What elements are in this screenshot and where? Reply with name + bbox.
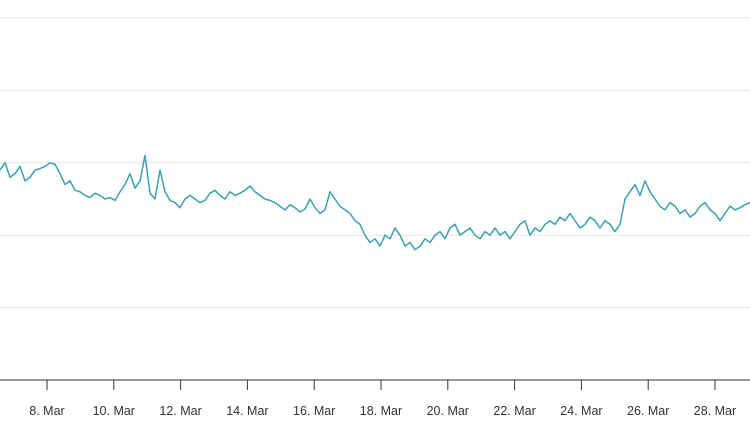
x-tick-label: 14. Mar <box>226 404 268 418</box>
gridlines <box>0 17 750 309</box>
series-layer <box>0 154 750 251</box>
x-tick-label: 10. Mar <box>93 404 135 418</box>
series-line-0 <box>0 154 750 251</box>
x-tick-label: 16. Mar <box>293 404 335 418</box>
x-axis: 8. Mar 10. Mar 12. Mar 14. Mar 16. Mar 18. Ma… <box>0 379 750 418</box>
x-tick-label: 18. Mar <box>360 404 402 418</box>
x-tick-label: 26. Mar <box>627 404 669 418</box>
x-tick-label: 8. Mar <box>29 404 64 418</box>
x-tick-label: 28. Mar <box>694 404 736 418</box>
x-tick-label: 22. Mar <box>493 404 535 418</box>
x-tick-label: 12. Mar <box>159 404 201 418</box>
x-tick-label: 20. Mar <box>427 404 469 418</box>
x-tick-label: 24. Mar <box>560 404 602 418</box>
